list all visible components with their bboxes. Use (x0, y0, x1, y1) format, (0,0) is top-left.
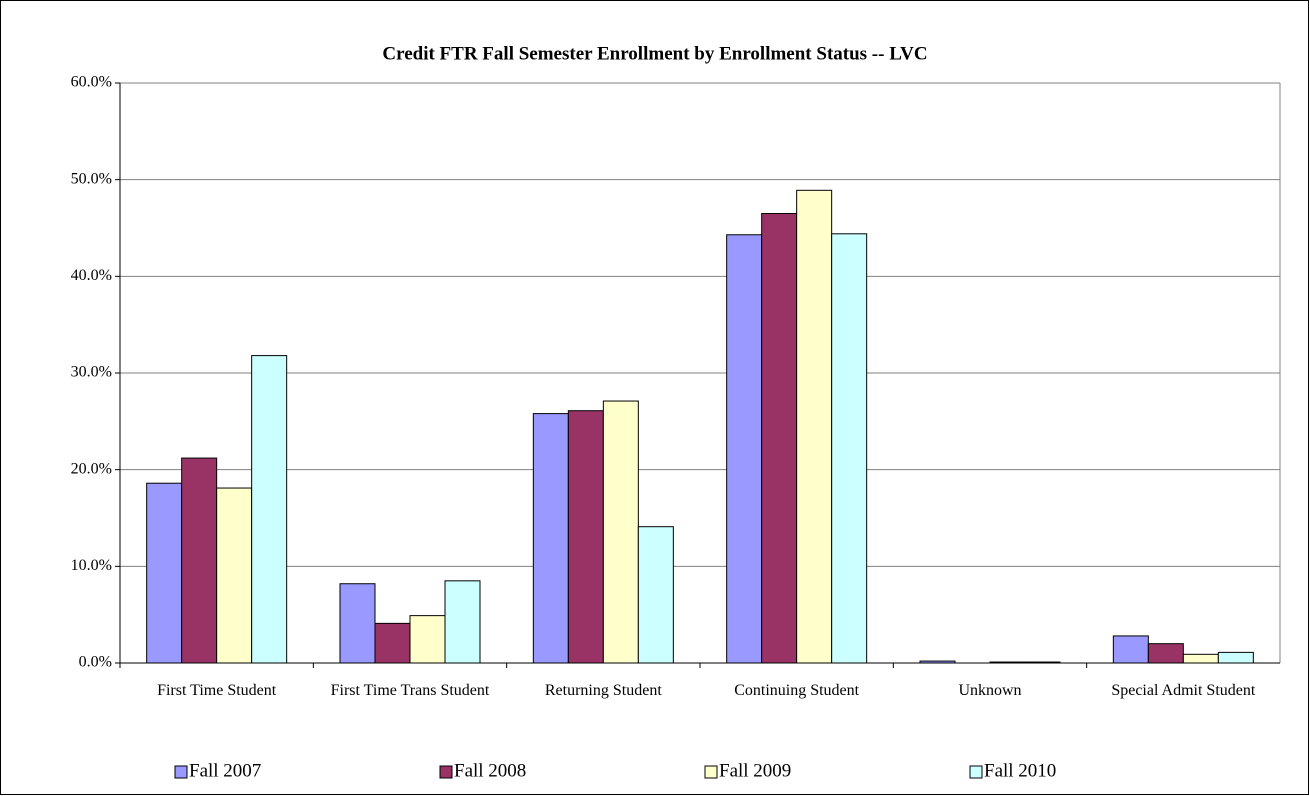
bar (831, 233, 868, 664)
x-tick-label: Special Admit Student (1111, 682, 1256, 699)
bar (761, 213, 798, 664)
bar (1112, 635, 1149, 664)
x-tick-label: Returning Student (544, 682, 662, 699)
y-tick-label: 30.0% (71, 364, 112, 381)
bar (374, 622, 411, 664)
bar (1147, 643, 1184, 664)
legend-swatch (174, 765, 188, 779)
bar (1182, 653, 1219, 664)
bar (796, 189, 833, 664)
x-tick-label: First Time Student (157, 682, 277, 699)
bar (444, 580, 481, 664)
y-tick-label: 50.0% (71, 170, 112, 187)
legend-label: Fall 2007 (189, 760, 261, 781)
bar (726, 234, 763, 664)
y-tick-label: 10.0% (71, 557, 112, 574)
legend-label: Fall 2008 (454, 760, 526, 781)
chart-title: Credit FTR Fall Semester Enrollment by E… (382, 43, 927, 64)
bar (1217, 651, 1254, 664)
bar (637, 526, 674, 664)
legend-label: Fall 2010 (984, 760, 1056, 781)
bar (602, 400, 639, 664)
y-tick-label: 60.0% (71, 74, 112, 91)
bar (251, 355, 288, 664)
legend-swatch (969, 765, 983, 779)
bar (409, 615, 446, 664)
y-tick-label: 40.0% (71, 267, 112, 284)
bar (181, 457, 218, 664)
bar (146, 482, 183, 664)
x-tick-label: Continuing Student (734, 682, 860, 699)
bar (339, 583, 376, 664)
legend-label: Fall 2009 (719, 760, 791, 781)
x-tick-label: First Time Trans Student (330, 682, 490, 699)
legend-swatch (704, 765, 718, 779)
bar (532, 413, 569, 664)
x-tick-label: Unknown (958, 682, 1022, 699)
y-tick-label: 0.0% (79, 654, 112, 671)
legend-swatch (439, 765, 453, 779)
bar (567, 410, 604, 664)
y-tick-label: 20.0% (71, 460, 112, 477)
bar (216, 487, 253, 664)
